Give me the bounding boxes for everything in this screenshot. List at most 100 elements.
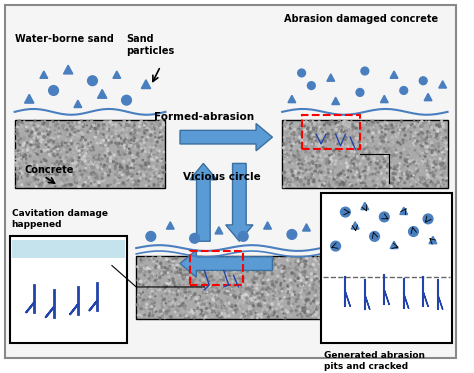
Point [307, 175, 315, 181]
Point [369, 119, 377, 125]
Point [304, 272, 311, 278]
Point [114, 165, 121, 171]
Point [404, 335, 411, 341]
Point [15, 148, 22, 154]
Point [371, 125, 378, 131]
Point [92, 271, 100, 277]
Point [426, 278, 434, 283]
Point [137, 176, 144, 182]
Point [375, 155, 383, 161]
Point [32, 327, 39, 333]
Point [94, 263, 101, 269]
Point [419, 304, 426, 310]
Point [41, 308, 48, 314]
Point [321, 172, 328, 178]
Point [354, 144, 362, 150]
Point [305, 285, 312, 291]
Point [339, 127, 346, 133]
Point [320, 148, 328, 154]
Point [59, 123, 66, 129]
Point [319, 147, 326, 153]
Point [78, 278, 85, 283]
Point [27, 120, 35, 126]
Point [161, 286, 168, 292]
Point [410, 331, 418, 337]
Point [439, 286, 447, 292]
Point [380, 315, 387, 321]
Point [385, 316, 392, 322]
Point [103, 272, 110, 278]
Point [435, 303, 442, 309]
Point [311, 272, 319, 278]
Point [227, 263, 234, 269]
Point [381, 157, 389, 163]
Point [102, 323, 110, 329]
Point [203, 303, 210, 309]
Point [150, 310, 157, 316]
Point [433, 323, 440, 329]
Point [427, 133, 435, 139]
Point [352, 130, 360, 136]
Point [353, 304, 360, 310]
Point [305, 138, 313, 144]
Point [159, 132, 167, 138]
Point [430, 305, 438, 311]
Point [381, 119, 389, 125]
Point [21, 264, 28, 270]
Point [19, 277, 27, 283]
Point [344, 333, 351, 339]
Point [343, 160, 350, 166]
Point [308, 181, 316, 187]
Point [92, 159, 100, 164]
Point [226, 261, 233, 267]
Point [198, 284, 206, 290]
Point [236, 275, 243, 281]
Point [310, 304, 317, 310]
Point [223, 286, 230, 292]
Point [196, 269, 204, 275]
Point [100, 119, 108, 125]
Point [419, 323, 426, 329]
Point [393, 141, 401, 147]
Point [73, 274, 81, 280]
Point [430, 159, 438, 164]
Point [62, 314, 69, 320]
Point [416, 279, 423, 285]
Point [399, 172, 406, 178]
Point [59, 328, 66, 334]
Point [320, 147, 328, 153]
Point [225, 313, 233, 319]
Point [138, 136, 146, 142]
Point [266, 305, 274, 311]
Point [294, 151, 301, 157]
Point [184, 307, 192, 313]
Point [280, 184, 288, 190]
Point [80, 330, 88, 336]
Point [262, 306, 269, 312]
Point [16, 164, 24, 170]
Point [362, 164, 369, 170]
Point [153, 160, 160, 166]
Point [86, 287, 93, 293]
Point [68, 182, 75, 188]
Point [355, 132, 363, 138]
Point [359, 286, 366, 292]
Point [361, 135, 368, 141]
Point [427, 318, 434, 324]
Point [101, 278, 109, 284]
Point [48, 261, 56, 267]
Point [442, 177, 449, 183]
Point [338, 142, 346, 148]
Point [93, 335, 100, 341]
Point [80, 286, 87, 292]
Point [378, 125, 385, 131]
Point [135, 122, 142, 128]
Point [200, 298, 208, 304]
Point [289, 175, 297, 181]
Point [296, 123, 303, 129]
Point [380, 134, 387, 140]
Point [342, 330, 350, 336]
Point [372, 121, 380, 127]
Point [117, 292, 124, 298]
Point [423, 335, 430, 341]
